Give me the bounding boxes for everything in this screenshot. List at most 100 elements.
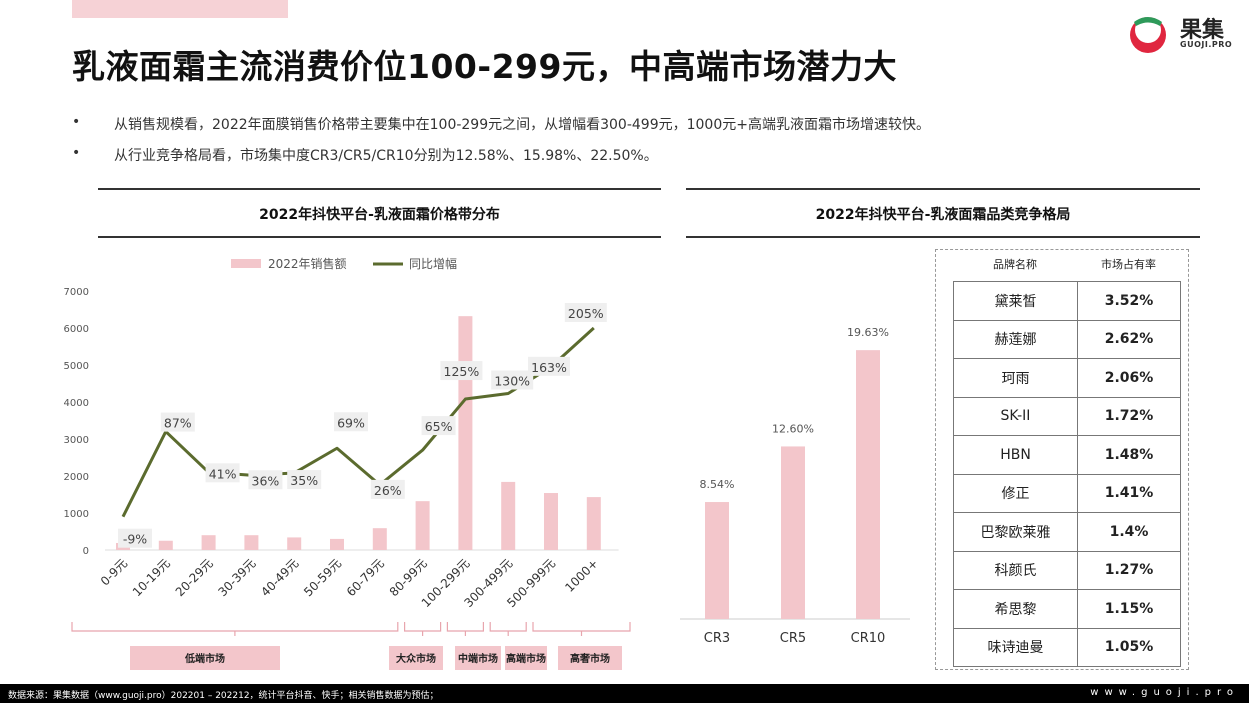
share-cell: 1.05% [1077,627,1181,667]
segment-label: 低端市场 [184,652,225,665]
x-tick-label: 50-59元 [301,556,344,599]
growth-label: 41% [209,466,237,481]
y-tick-label: 2000 [64,472,89,483]
share-column-header: 市场占有率 [1101,258,1156,271]
brand-cell: 赫莲娜 [953,319,1078,359]
segment-box [505,646,547,670]
brand-column-header: 品牌名称 [993,258,1037,271]
bar [158,540,173,550]
bullet-dot: • [72,145,81,161]
legend-label-growth: 同比增幅 [409,256,457,271]
bar [201,535,216,550]
x-tick-label: 20-29元 [173,556,216,599]
legend-swatch-sales [231,259,261,268]
bar [705,502,729,619]
growth-label: 35% [290,473,318,488]
table-row: 珂雨 2.06% [953,358,1181,398]
brand-cell: HBN [953,435,1078,475]
legend-label-sales: 2022年销售额 [268,256,347,271]
data-label-bg [421,416,456,436]
share-cell: 1.72% [1077,396,1181,436]
data-label-bg [528,356,570,376]
y-tick-label: 5000 [64,361,89,372]
concentration-chart: 8.54% CR3 12.60% CR5 19.63% CR10 [680,326,910,646]
bullet-text: 从行业竞争格局看，市场集中度CR3/CR5/CR10分别为12.58%、15.9… [114,148,658,164]
growth-label: -9% [123,532,147,547]
data-label-bg [205,463,240,483]
value-label: 12.60% [772,422,814,435]
price-chart-title: 2022年抖快平台-乳液面霜价格带分布 [259,207,500,223]
y-tick-label: 0 [83,546,89,557]
page-title: 乳液面霜主流消费价位100-299元，中高端市场潜力大 [72,47,897,86]
data-label-bg [160,412,195,432]
bullet-dot: • [72,114,81,130]
bullet-text: 从销售规模看，2022年面膜销售价格带主要集中在100-299元之间，从增幅看3… [114,117,930,133]
value-label: 8.54% [700,478,735,491]
segment-label: 大众市场 [396,652,436,665]
brand-cell: 希思黎 [953,589,1078,629]
footer-bar: 数据来源：果集数据（www.guoji.pro）202201 – 202212，… [0,684,1249,703]
growth-label: 163% [531,360,567,375]
brand-cell: 味诗迪曼 [953,627,1078,667]
share-cell: 1.41% [1077,473,1181,513]
brand-cell: 珂雨 [953,358,1078,398]
bar [415,501,430,550]
data-label-bg [248,470,283,490]
segment-box [130,646,280,670]
table-row: 巴黎欧莱雅 1.4% [953,512,1181,552]
table-row: 科颜氏 1.27% [953,550,1181,590]
bar [287,537,302,550]
bar [856,350,880,619]
brand-cell: 科颜氏 [953,550,1078,590]
competition-chart-title: 2022年抖快平台-乳液面霜品类竞争格局 [815,207,1071,223]
share-cell: 3.52% [1077,281,1181,321]
segment-bracket [446,622,484,632]
table-row: 希思黎 1.15% [953,589,1181,629]
share-cell: 1.27% [1077,550,1181,590]
x-tick-label: 40-49元 [258,556,301,599]
data-label-bg [118,528,152,548]
segment-bracket [489,622,527,632]
share-cell: 1.48% [1077,435,1181,475]
x-tick-label: 80-99元 [387,556,430,599]
growth-label: 130% [494,373,530,388]
brand-logo: 果集 GUOJI.PRO [1124,10,1234,56]
growth-label: 26% [374,483,402,498]
y-tick-label: 3000 [64,435,89,446]
y-tick-label: 6000 [64,324,89,335]
data-label-bg [564,303,607,322]
price-band-chart: 7000 6000 5000 4000 3000 2000 1000 0 -9% 87% 41% 36… [64,256,631,670]
brand-cell: 修正 [953,473,1078,513]
bar [372,528,387,550]
x-tick-label: 0-9元 [98,556,130,588]
competition-chart-header: 2022年抖快平台-乳液面霜品类竞争格局 [686,188,1200,238]
data-label-bg [370,479,405,499]
growth-label: 69% [337,415,365,430]
x-tick-label: CR10 [851,631,886,646]
logo-subtext: GUOJI.PRO [1180,40,1233,49]
x-tick-label: CR5 [780,631,806,646]
x-tick-label: 1000+ [562,556,601,595]
growth-label: 125% [444,364,480,379]
segment-bracket [404,622,442,632]
x-tick-label: CR3 [704,631,730,646]
brand-table-frame [935,249,1189,670]
segment-label: 高端市场 [506,652,546,665]
x-tick-label: 10-19元 [130,556,173,599]
bar [244,535,259,550]
bar [501,481,516,550]
data-label-bg [334,412,368,432]
bar [458,316,473,550]
brand-cell: 黛莱皙 [953,281,1078,321]
growth-label: 65% [425,419,453,434]
value-label: 19.63% [847,326,889,339]
x-tick-label: 30-39元 [215,556,258,599]
price-chart-header: 2022年抖快平台-乳液面霜价格带分布 [98,188,661,238]
brand-cell: 巴黎欧莱雅 [953,512,1078,552]
segment-box [389,646,443,670]
table-row: 修正 1.41% [953,473,1181,513]
segment-box [558,646,622,670]
y-tick-label: 4000 [64,398,89,409]
table-row: 味诗迪曼 1.05% [953,627,1181,667]
segment-label: 中端市场 [458,652,498,665]
